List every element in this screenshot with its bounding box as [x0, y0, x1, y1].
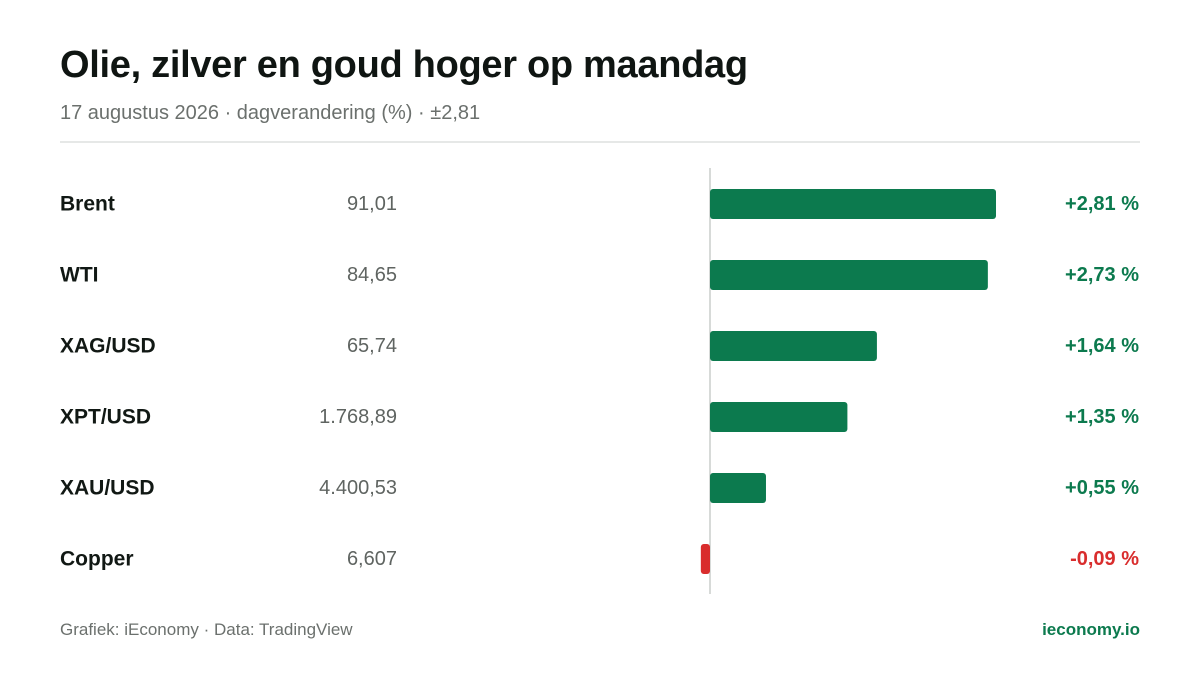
bar [710, 473, 766, 503]
value-label: -0,09 % [1070, 548, 1139, 570]
category-label: XPT/USD [60, 406, 151, 429]
price-label: 84,65 [347, 264, 397, 286]
bar [700, 544, 710, 574]
value-label: +2,73 % [1065, 264, 1139, 286]
price-label: 1.768,89 [319, 406, 397, 428]
bar [710, 331, 877, 361]
value-label: +1,35 % [1065, 406, 1139, 428]
price-label: 65,74 [347, 335, 397, 357]
header-divider [60, 141, 1140, 143]
price-label: 91,01 [347, 193, 397, 215]
bar [710, 260, 988, 290]
chart-title: Olie, zilver en goud hoger op maandag [60, 44, 748, 86]
source-credit: Grafiek: iEconomy · Data: TradingView [60, 620, 353, 639]
category-label: Brent [60, 193, 115, 216]
bar [710, 189, 996, 219]
price-label: 6,607 [347, 548, 397, 570]
value-label: +2,81 % [1065, 193, 1139, 215]
category-label: XAG/USD [60, 335, 156, 358]
bar [710, 402, 848, 432]
brand-link[interactable]: ieconomy.io [1042, 620, 1140, 639]
chart-rows: Brent 91,01 +2,81 % WTI 84,65 +2,73 % XAG/USD 6… [60, 168, 1139, 594]
value-label: +1,64 % [1065, 335, 1139, 357]
category-label: Copper [60, 548, 134, 571]
category-label: XAU/USD [60, 477, 155, 500]
chart-subtitle: 17 augustus 2026 · dagverandering (%) · … [60, 102, 481, 124]
price-label: 4.400,53 [319, 477, 397, 499]
value-label: +0,55 % [1065, 477, 1139, 499]
category-label: WTI [60, 264, 98, 287]
